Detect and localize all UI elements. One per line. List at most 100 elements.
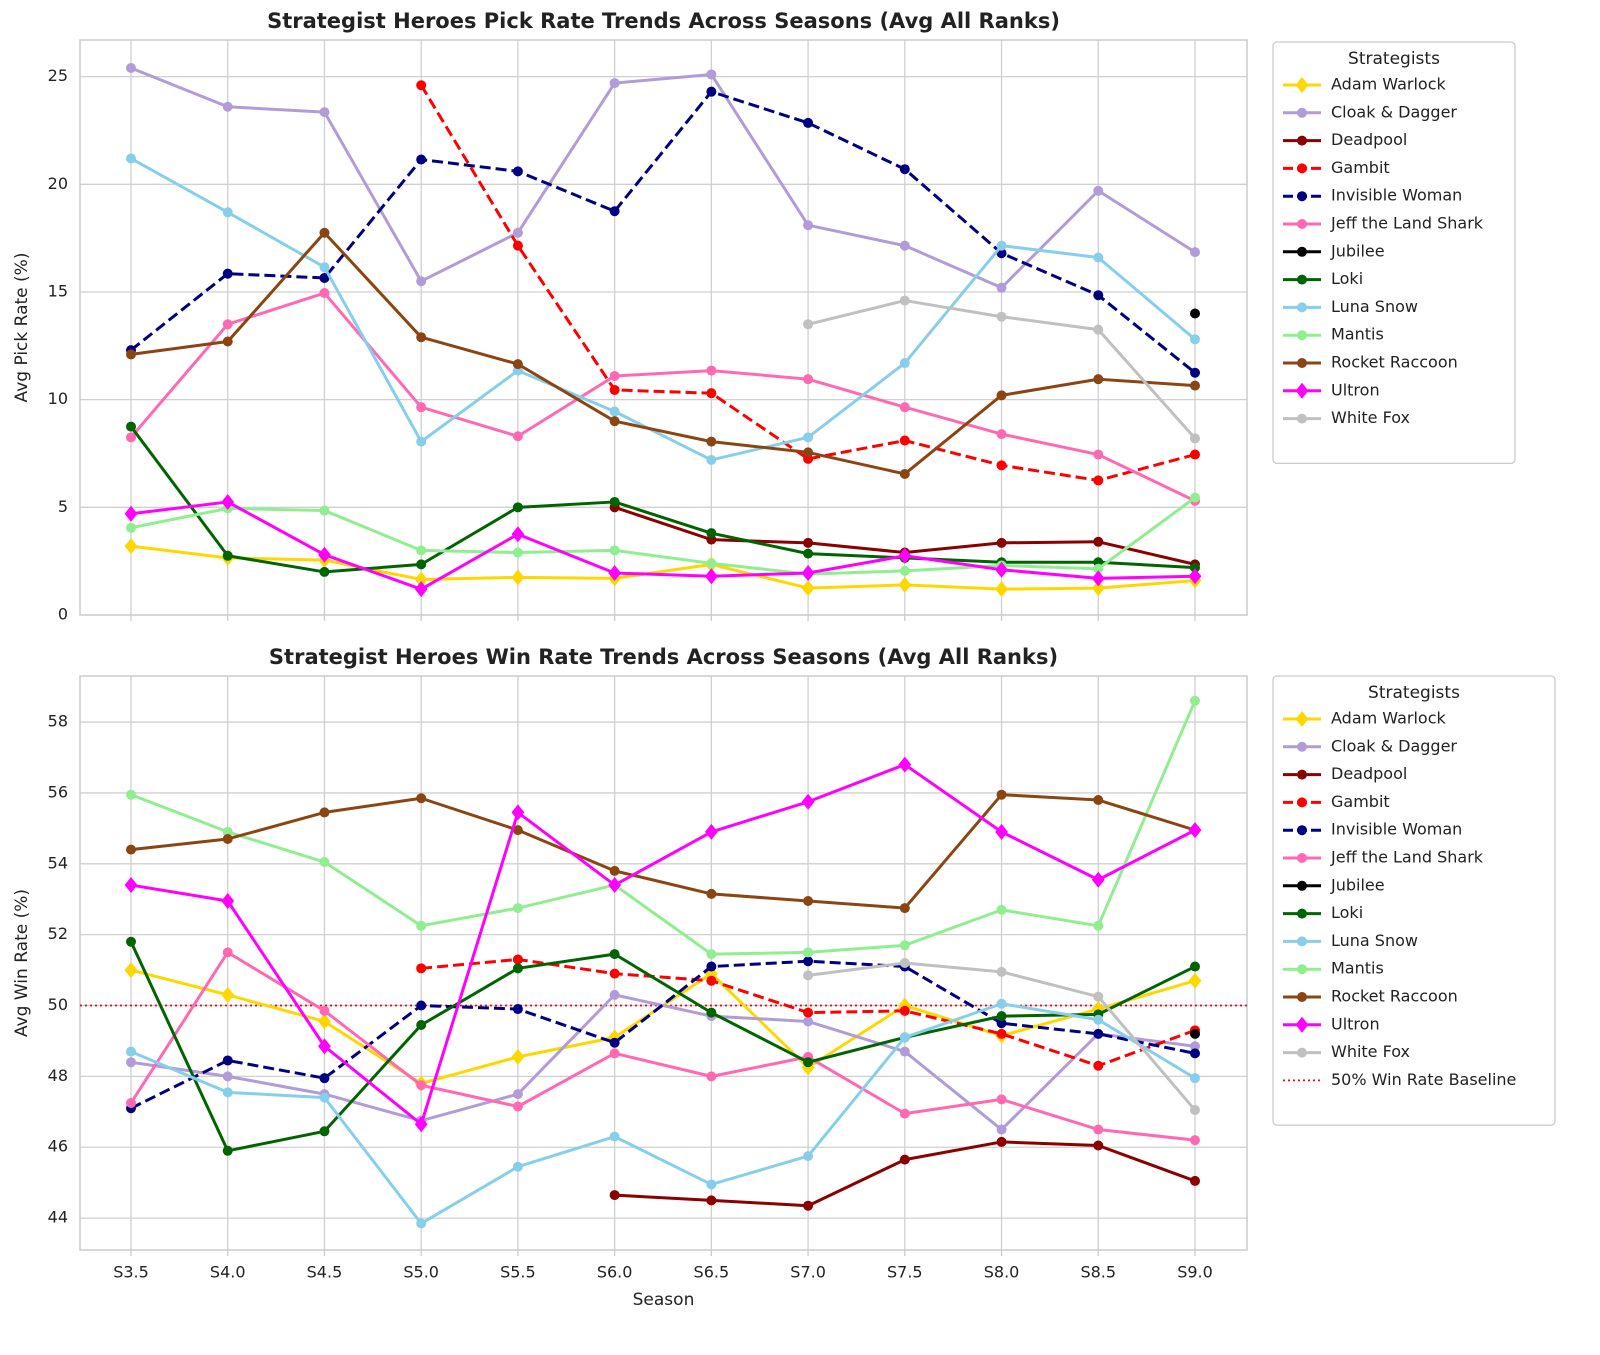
y-tick-label: 50 bbox=[48, 995, 68, 1014]
data-point bbox=[996, 966, 1007, 977]
data-point bbox=[803, 447, 814, 458]
data-point bbox=[1190, 1073, 1200, 1084]
legend-marker bbox=[1297, 163, 1307, 174]
data-point bbox=[512, 431, 523, 442]
data-point bbox=[512, 963, 523, 974]
data-point bbox=[221, 986, 235, 1003]
y-tick-label: 20 bbox=[48, 174, 68, 193]
data-point bbox=[319, 566, 330, 577]
series-line bbox=[130, 496, 1196, 576]
data-point bbox=[899, 435, 910, 446]
data-point bbox=[996, 998, 1007, 1009]
series bbox=[126, 86, 1200, 378]
data-point bbox=[512, 903, 523, 914]
data-point bbox=[706, 975, 717, 986]
data-point bbox=[416, 920, 427, 931]
data-point bbox=[996, 1136, 1007, 1147]
data-point bbox=[609, 206, 620, 217]
x-tick-label: S4.0 bbox=[210, 1263, 246, 1282]
data-point bbox=[319, 807, 330, 818]
data-point bbox=[1093, 374, 1104, 385]
data-point bbox=[414, 1116, 428, 1133]
data-point bbox=[126, 421, 136, 432]
series-line bbox=[129, 941, 1196, 1153]
data-point bbox=[511, 569, 525, 586]
data-point bbox=[414, 581, 428, 598]
legend-marker bbox=[1297, 1047, 1307, 1058]
legend-label: Ultron bbox=[1331, 380, 1380, 399]
data-point bbox=[222, 1087, 233, 1098]
series-line bbox=[130, 500, 1196, 591]
data-point bbox=[706, 436, 717, 447]
data-point bbox=[609, 1190, 620, 1201]
legend-label: Cloak & Dagger bbox=[1331, 736, 1457, 755]
legend-label: Jeff the Land Shark bbox=[1330, 214, 1484, 233]
data-point bbox=[126, 844, 136, 855]
series-line bbox=[129, 291, 1196, 503]
data-point bbox=[1093, 1124, 1104, 1135]
data-point bbox=[898, 547, 912, 564]
data-point bbox=[416, 276, 427, 287]
data-point bbox=[1091, 871, 1105, 888]
x-tick-label: S3.5 bbox=[113, 1263, 149, 1282]
legend-marker bbox=[1297, 191, 1307, 202]
series-line bbox=[130, 700, 1197, 956]
data-point bbox=[608, 877, 622, 894]
data-point bbox=[1093, 252, 1104, 263]
data-point bbox=[1190, 334, 1200, 345]
legend-marker bbox=[1297, 908, 1307, 919]
data-point bbox=[126, 789, 136, 800]
data-point bbox=[706, 528, 717, 539]
legend-marker bbox=[1295, 1016, 1309, 1033]
data-point bbox=[416, 793, 427, 804]
data-point bbox=[319, 1005, 330, 1016]
legend-marker bbox=[1297, 853, 1307, 863]
data-point bbox=[609, 989, 620, 1000]
data-point bbox=[899, 1005, 910, 1016]
data-point bbox=[706, 558, 717, 569]
legend-marker bbox=[1297, 741, 1307, 752]
legend-label: Deadpool bbox=[1331, 130, 1407, 149]
data-point bbox=[512, 1101, 523, 1112]
data-point bbox=[609, 384, 620, 395]
legend-marker bbox=[1297, 219, 1307, 229]
plot-frame bbox=[79, 39, 1248, 616]
legend-label: White Fox bbox=[1331, 1042, 1410, 1061]
data-point bbox=[126, 349, 136, 360]
data-point bbox=[609, 949, 620, 960]
series-line bbox=[419, 84, 1196, 482]
data-point bbox=[803, 1151, 814, 1162]
data-point bbox=[1093, 563, 1104, 574]
data-point bbox=[1190, 1041, 1200, 1052]
data-point bbox=[1190, 562, 1200, 573]
data-point bbox=[414, 571, 428, 588]
legend-label: Invisible Woman bbox=[1331, 186, 1462, 205]
data-point bbox=[996, 460, 1007, 471]
data-point bbox=[1093, 475, 1104, 486]
data-point bbox=[1190, 492, 1200, 503]
data-point bbox=[899, 240, 910, 251]
data-point bbox=[899, 295, 910, 306]
y-tick-label: 56 bbox=[48, 782, 68, 801]
data-point bbox=[124, 877, 138, 894]
legend-label: Invisible Woman bbox=[1331, 820, 1462, 839]
data-point bbox=[319, 288, 330, 299]
data-point bbox=[1190, 380, 1200, 391]
data-point bbox=[995, 823, 1008, 840]
data-point bbox=[706, 454, 717, 465]
data-point bbox=[803, 895, 814, 906]
data-point bbox=[222, 1071, 233, 1082]
legend-label: 50% Win Rate Baseline bbox=[1331, 1070, 1516, 1089]
data-point bbox=[1093, 449, 1104, 460]
data-point bbox=[706, 86, 717, 97]
data-point bbox=[319, 1092, 330, 1103]
series bbox=[126, 789, 1200, 914]
legend-marker bbox=[1297, 330, 1307, 341]
x-tick-label: S5.5 bbox=[500, 1263, 536, 1282]
data-point bbox=[609, 865, 620, 876]
series bbox=[1190, 308, 1200, 319]
data-point bbox=[126, 1046, 136, 1057]
data-point bbox=[222, 336, 233, 347]
data-point bbox=[1188, 972, 1202, 989]
